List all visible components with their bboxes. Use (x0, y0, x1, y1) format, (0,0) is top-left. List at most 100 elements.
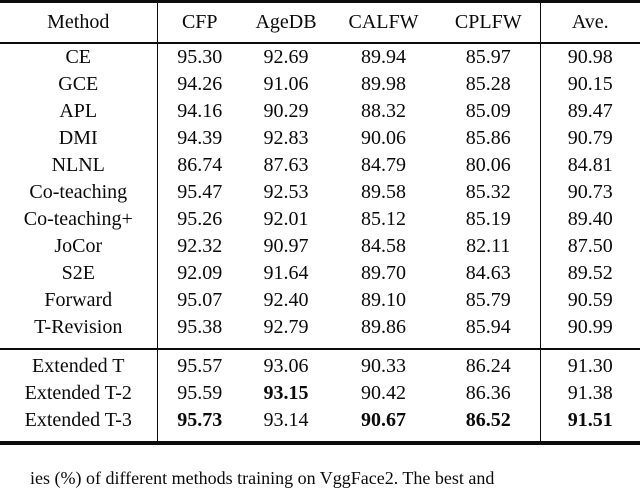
value-cell: 93.15 (263, 382, 309, 404)
value-cell: 91.38 (567, 382, 613, 404)
value-cell: 91.06 (263, 73, 309, 95)
value-cell: 84.58 (361, 235, 406, 257)
value-cell: 92.32 (177, 235, 223, 257)
value-cell: 91.51 (567, 409, 613, 431)
value-cell: 95.59 (177, 382, 223, 404)
method-cell: CE (0, 43, 158, 71)
value-cell: 90.67 (361, 409, 406, 431)
value-cell: 90.73 (567, 181, 613, 203)
value-cell: 95.30 (177, 46, 223, 68)
value-cell: 89.98 (361, 73, 406, 95)
table-row: Extended T-2 95.59 93.15 90.42 86.36 91.38 (0, 380, 640, 407)
value-cell: 94.16 (177, 100, 223, 122)
table-row: APL 94.16 90.29 88.32 85.09 89.47 (0, 98, 640, 125)
column-header-calfw: CALFW (330, 1, 437, 44)
value-cell: 82.11 (437, 233, 541, 260)
value-cell: 84.81 (567, 154, 613, 176)
value-cell: 89.86 (361, 316, 406, 338)
method-cell: Co-teaching (0, 179, 158, 206)
value-cell: 89.47 (567, 100, 613, 122)
value-cell: 84.79 (361, 154, 406, 176)
method-cell: GCE (0, 71, 158, 98)
column-header-agedb: AgeDB (242, 1, 330, 44)
method-cell: S2E (0, 260, 158, 287)
value-cell: 89.10 (361, 289, 406, 311)
method-cell: T-Revision (0, 314, 158, 349)
value-cell: 90.06 (361, 127, 406, 149)
table-header: Method CFP AgeDB CALFW CPLFW Ave. (0, 1, 640, 44)
value-cell: 90.15 (567, 73, 613, 95)
table-row: S2E 92.09 91.64 89.70 84.63 89.52 (0, 260, 640, 287)
value-cell: 89.70 (361, 262, 406, 284)
table-caption-fragment: ies (%) of different methods training on… (30, 468, 495, 488)
value-cell: 95.26 (177, 208, 223, 230)
value-cell: 86.52 (437, 407, 541, 443)
value-cell: 95.07 (177, 289, 223, 311)
value-cell: 85.79 (437, 287, 541, 314)
value-cell: 94.26 (177, 73, 223, 95)
value-cell: 90.98 (567, 46, 613, 68)
value-cell: 91.64 (263, 262, 309, 284)
table-row: DMI 94.39 92.83 90.06 85.86 90.79 (0, 125, 640, 152)
value-cell: 92.79 (263, 316, 309, 338)
method-cell: NLNL (0, 152, 158, 179)
value-cell: 87.50 (567, 235, 613, 257)
value-cell: 85.86 (437, 125, 541, 152)
table-row: Extended T 95.57 93.06 90.33 86.24 91.30 (0, 348, 640, 380)
value-cell: 92.09 (177, 262, 223, 284)
table-row: Extended T-3 95.73 93.14 90.67 86.52 91.51 (0, 407, 640, 443)
value-cell: 89.94 (361, 46, 406, 68)
value-cell: 86.24 (437, 348, 541, 380)
value-cell: 93.06 (242, 348, 330, 380)
value-cell: 90.42 (361, 382, 406, 404)
value-cell: 85.19 (437, 206, 541, 233)
value-cell: 92.83 (263, 127, 309, 149)
value-cell: 85.12 (361, 208, 406, 230)
value-cell: 89.52 (567, 262, 613, 284)
value-cell: 87.63 (263, 154, 309, 176)
method-cell: Extended T-2 (0, 380, 158, 407)
table-body-baselines: CE 95.30 92.69 89.94 85.97 90.98 GCE 94.26 91.06… (0, 43, 640, 349)
value-cell: 86.74 (177, 154, 223, 176)
value-cell: 95.38 (177, 316, 223, 338)
value-cell: 85.97 (437, 43, 541, 71)
method-cell: Co-teaching+ (0, 206, 158, 233)
table-row: Forward 95.07 92.40 89.10 85.79 90.59 (0, 287, 640, 314)
value-cell: 91.30 (540, 348, 640, 380)
value-cell: 90.29 (263, 100, 309, 122)
value-cell: 90.33 (330, 348, 437, 380)
value-cell: 90.59 (567, 289, 613, 311)
value-cell: 80.06 (437, 152, 541, 179)
table-row: NLNL 86.74 87.63 84.79 80.06 84.81 (0, 152, 640, 179)
column-header-cfp: CFP (157, 1, 242, 44)
value-cell: 90.97 (263, 235, 309, 257)
value-cell: 95.57 (157, 348, 242, 380)
table-body-extended: Extended T 95.57 93.06 90.33 86.24 91.30 Exten… (0, 348, 640, 443)
value-cell: 92.69 (263, 46, 309, 68)
method-cell: DMI (0, 125, 158, 152)
value-cell: 94.39 (177, 127, 223, 149)
results-table: Method CFP AgeDB CALFW CPLFW Ave. CE 95.3… (0, 0, 640, 445)
value-cell: 89.58 (361, 181, 406, 203)
table-row: GCE 94.26 91.06 89.98 85.28 90.15 (0, 71, 640, 98)
table-row: CE 95.30 92.69 89.94 85.97 90.98 (0, 43, 640, 71)
value-cell: 95.47 (177, 181, 223, 203)
method-cell: JoCor (0, 233, 158, 260)
table-row: T-Revision 95.38 92.79 89.86 85.94 90.99 (0, 314, 640, 349)
method-cell: Extended T-3 (0, 407, 158, 443)
value-cell: 90.79 (567, 127, 613, 149)
value-cell: 92.53 (263, 181, 309, 203)
value-cell: 85.94 (437, 314, 541, 349)
method-cell: APL (0, 98, 158, 125)
value-cell: 89.40 (567, 208, 613, 230)
value-cell: 86.36 (437, 380, 541, 407)
header-row: Method CFP AgeDB CALFW CPLFW Ave. (0, 1, 640, 44)
value-cell: 95.73 (177, 409, 223, 431)
column-header-method: Method (0, 1, 158, 44)
value-cell: 88.32 (361, 100, 406, 122)
value-cell: 93.14 (263, 409, 309, 431)
value-cell: 85.28 (437, 71, 541, 98)
method-cell: Forward (0, 287, 158, 314)
value-cell: 92.40 (263, 289, 309, 311)
